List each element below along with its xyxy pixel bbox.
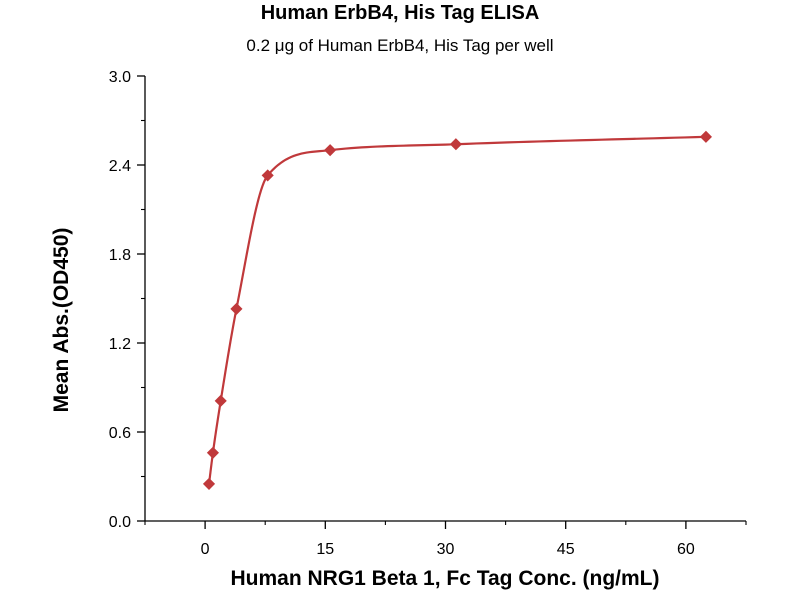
x-axis-label: Human NRG1 Beta 1, Fc Tag Conc. (ng/mL)	[230, 567, 660, 590]
chart-title: Human ErbB4, His Tag ELISA	[260, 2, 540, 24]
y-tick-label: 3.0	[109, 69, 131, 86]
y-axis-label: Mean Abs.(OD450)	[50, 227, 73, 413]
data-point	[214, 394, 227, 407]
y-tick-label: 0.6	[109, 425, 131, 442]
x-tick-label: 30	[437, 541, 455, 558]
y-tick-label: 1.8	[109, 247, 131, 264]
y-tick-label: 2.4	[109, 158, 131, 175]
x-tick-label: 0	[201, 541, 210, 558]
fit-curve	[207, 135, 706, 485]
x-tick-label: 60	[677, 541, 695, 558]
x-tick-label: 45	[557, 541, 575, 558]
data-point	[699, 130, 712, 143]
data-point	[449, 138, 462, 151]
data-point	[202, 477, 216, 490]
chart-subtitle: 0.2 μg of Human ErbB4, His Tag per well	[246, 36, 554, 55]
y-tick-label: 0.0	[109, 514, 131, 531]
y-tick-label: 1.2	[109, 336, 131, 353]
data-point	[230, 302, 243, 315]
data-point	[206, 446, 219, 459]
data-point	[261, 169, 274, 182]
x-tick-label: 15	[316, 541, 334, 558]
data-point	[324, 144, 337, 157]
